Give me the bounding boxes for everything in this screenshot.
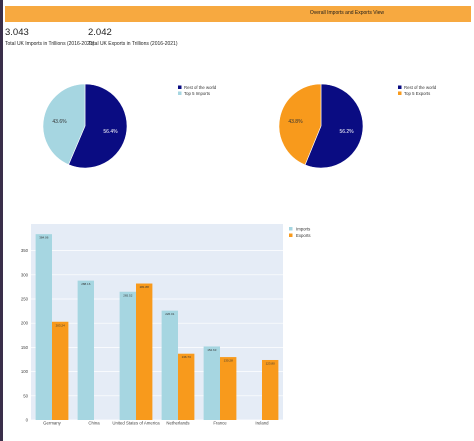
- y-tick-label: 300: [21, 272, 29, 277]
- y-tick-label: 200: [21, 321, 29, 326]
- bar-value-label: 203.24: [56, 323, 66, 327]
- bar-value-label: 384.06: [39, 236, 49, 240]
- y-tick-label: 0: [26, 418, 29, 423]
- legend-swatch: [398, 91, 402, 95]
- imports-total-value: 3.043: [5, 27, 29, 38]
- imports-total-caption: Total UK Imports in Trillions (2016-2021…: [5, 41, 95, 47]
- legend-swatch: [178, 85, 182, 89]
- pie-value-label: 43.8%: [288, 119, 303, 125]
- x-tick-label: Ireland: [255, 421, 269, 426]
- legend-label: Imports: [296, 227, 310, 232]
- x-tick-label: United States of America: [112, 421, 160, 426]
- banner-title: Overall Imports and Exports View: [309, 10, 384, 16]
- bar-exports-4: [220, 357, 237, 420]
- bar-value-label: 265.52: [123, 293, 133, 297]
- bar-imports-2: [119, 291, 136, 420]
- y-tick-label: 50: [23, 393, 28, 398]
- x-tick-label: China: [88, 421, 100, 426]
- legend-label: Top 5 Imports: [184, 91, 210, 96]
- bar-value-label: 136.73: [182, 355, 192, 359]
- y-tick-label: 250: [21, 297, 29, 302]
- x-tick-label: Netherlands: [166, 421, 189, 426]
- legend-swatch: [289, 233, 293, 237]
- header-banner: Overall Imports and Exports View: [5, 6, 471, 22]
- bar-value-label: 123.80: [266, 361, 276, 365]
- legend-label: Top 5 Exports: [404, 91, 430, 96]
- x-tick-label: France: [213, 421, 227, 426]
- pie-slice-1: [42, 83, 86, 166]
- y-tick-label: 150: [21, 345, 29, 350]
- pie-slice-0: [304, 83, 364, 169]
- bar-imports-3: [161, 310, 178, 420]
- bar-value-label: 226.01: [165, 312, 175, 316]
- exports-total-value: 2.042: [88, 27, 112, 38]
- y-tick-label: 350: [21, 248, 29, 253]
- bar-exports-0: [52, 321, 69, 420]
- bar-exports-5: [262, 359, 279, 420]
- x-tick-label: Germany: [43, 421, 62, 426]
- legend-swatch: [398, 85, 402, 89]
- pie-value-label: 43.6%: [52, 119, 67, 125]
- legend-swatch: [178, 91, 182, 95]
- bar-exports-3: [178, 353, 195, 420]
- legend-label: Rest of the world: [404, 85, 437, 90]
- legend-swatch: [289, 227, 293, 231]
- y-tick-label: 100: [21, 369, 29, 374]
- pie-value-label: 56.4%: [103, 129, 118, 135]
- bar-exports-2: [136, 283, 153, 420]
- exports-total-caption: Total UK Exports in Trillions (2016-2021…: [88, 41, 178, 47]
- bar-imports-0: [35, 234, 52, 420]
- bar-value-label: 152.63: [207, 348, 217, 352]
- bar-plot-area: [31, 224, 283, 420]
- bar-value-label: 288.16: [81, 282, 91, 286]
- legend-label: Exports: [296, 233, 311, 238]
- legend-label: Rest of the world: [184, 85, 217, 90]
- pie-slice-0: [68, 83, 128, 169]
- bar-imports-1: [77, 280, 94, 420]
- bar-value-label: 281.88: [140, 285, 150, 289]
- pie-slice-1: [278, 83, 322, 166]
- bar-imports-4: [203, 346, 220, 420]
- pie-value-label: 56.2%: [339, 129, 354, 135]
- window-edge: [0, 0, 3, 441]
- bar-value-label: 130.28: [224, 359, 234, 363]
